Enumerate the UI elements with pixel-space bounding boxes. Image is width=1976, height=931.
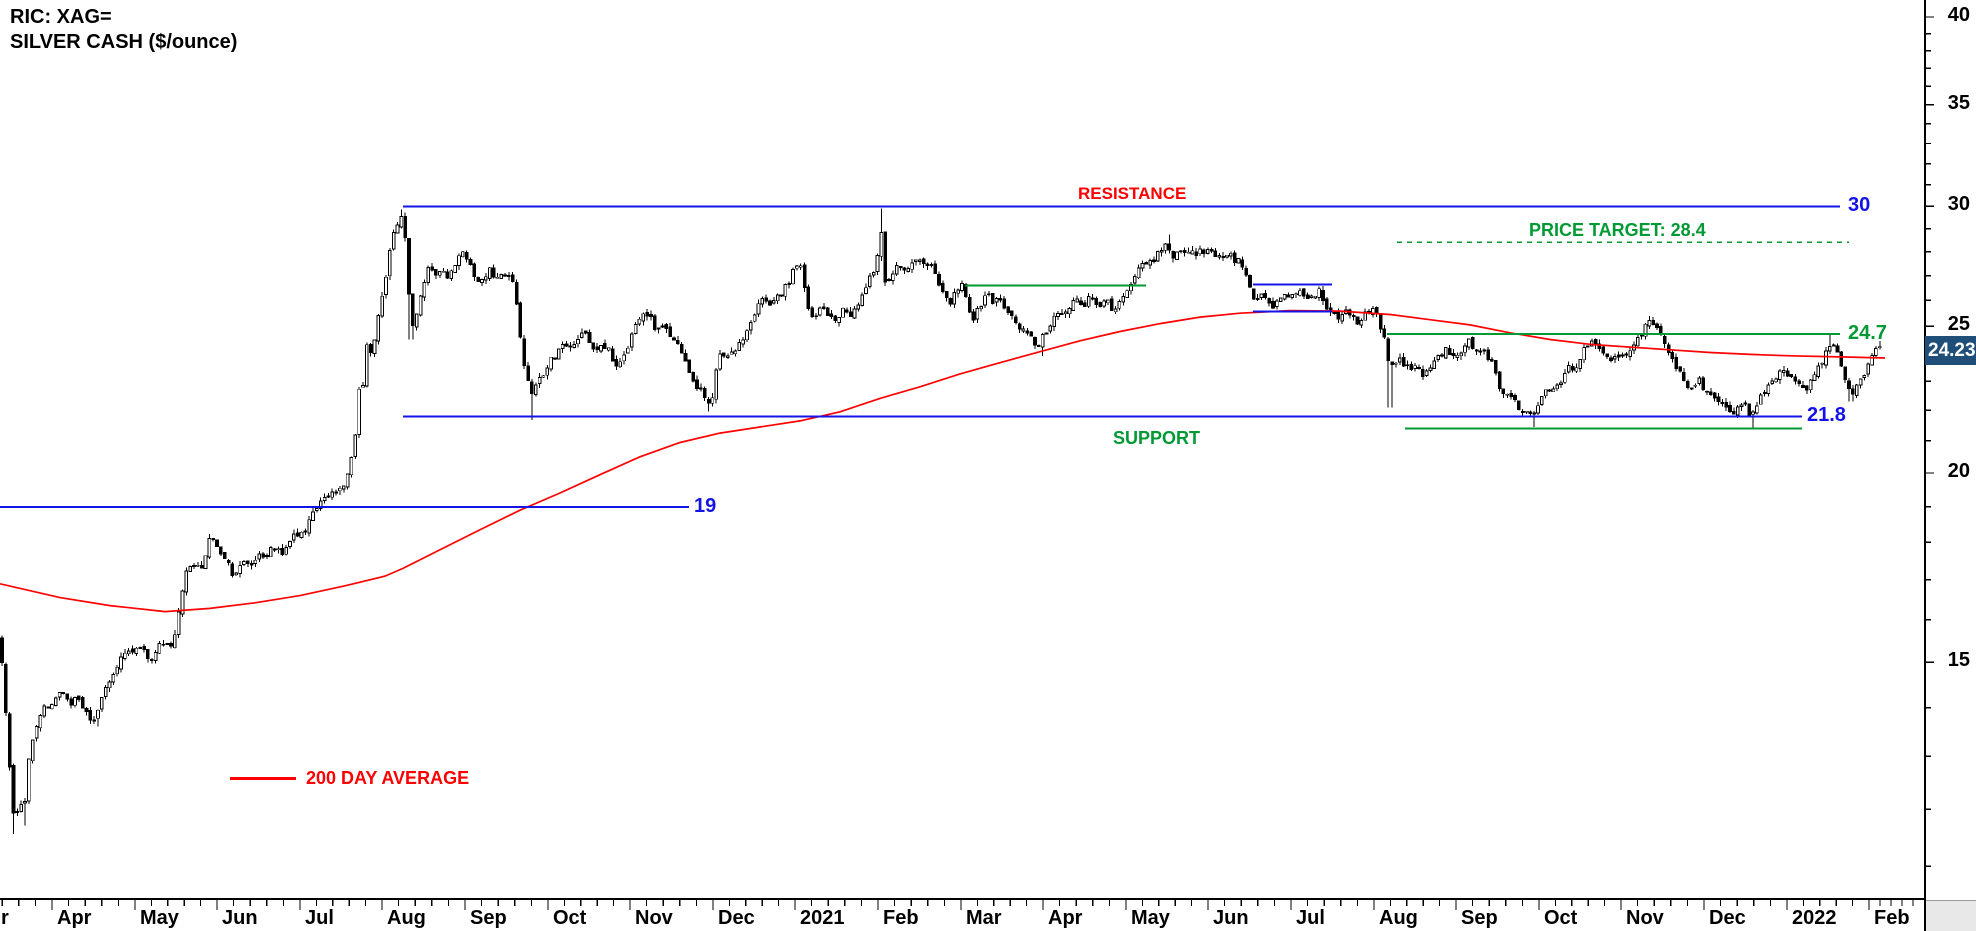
level-label-support-19: 19	[694, 495, 717, 517]
x-axis-month-label: Feb	[1874, 907, 1910, 929]
y-axis-label: 20	[1947, 460, 1970, 482]
x-axis-month-label: Sep	[1461, 907, 1498, 929]
resistance-label: RESISTANCE	[1078, 184, 1187, 203]
x-axis-month-label: Jun	[222, 907, 258, 929]
x-axis-month-label: Nov	[635, 907, 673, 929]
x-axis-month-label: Nov	[1626, 907, 1664, 929]
price-target-label: PRICE TARGET: 28.4	[1529, 220, 1706, 240]
x-axis-month-label: Oct	[1544, 907, 1578, 929]
level-label-support-21.8: 21.8	[1807, 404, 1846, 426]
x-axis-month-label: Sep	[470, 907, 507, 929]
level-label-resistance-30: 30	[1848, 194, 1871, 216]
x-axis-month-label: Dec	[718, 907, 755, 929]
x-axis-month-label: r	[1, 907, 9, 929]
x-axis-month-label: Aug	[387, 907, 426, 929]
y-axis-label: 25	[1947, 313, 1970, 336]
x-axis-month-label: Aug	[1379, 907, 1418, 929]
current-price-tag: 24.23	[1925, 336, 1976, 365]
x-axis-month-label: 2021	[800, 907, 845, 929]
ma-200-line	[0, 309, 1886, 613]
ma-legend-label: 200 DAY AVERAGE	[306, 768, 470, 788]
x-axis-month-label: May	[140, 907, 179, 929]
axis-corner	[1926, 900, 1976, 931]
x-axis-month-label: Dec	[1709, 907, 1746, 929]
y-axis-label: 30	[1947, 193, 1970, 216]
ric-code: RIC: XAG=	[10, 6, 112, 28]
chart-title: RIC: XAG= SILVER CASH ($/ounce)	[10, 6, 237, 56]
x-axis-month-label: May	[1131, 907, 1170, 929]
x-axis-month-label: Jul	[1296, 907, 1325, 929]
axes	[0, 0, 1934, 931]
x-axis-month-label: Mar	[966, 907, 1002, 929]
x-axis-month-label: Apr	[57, 907, 92, 929]
support-label: SUPPORT	[1113, 428, 1201, 448]
instrument-name: SILVER CASH ($/ounce)	[10, 31, 238, 53]
x-axis-month-label: Feb	[883, 907, 919, 929]
x-axis-month-label: Oct	[553, 907, 587, 929]
y-axis-label: 40	[1947, 3, 1970, 26]
y-axis-label: 35	[1947, 91, 1970, 114]
level-label-resistance-24.7: 24.7	[1848, 322, 1887, 344]
x-axis-month-label: Jun	[1213, 907, 1249, 929]
x-axis-month-label: 2022	[1792, 907, 1837, 929]
candlestick-series	[0, 208, 1882, 835]
ma-legend-line-sample	[230, 777, 296, 780]
x-axis-month-label: Jul	[305, 907, 334, 929]
y-axis-label: 15	[1947, 649, 1970, 672]
x-axis-month-label: Apr	[1048, 907, 1083, 929]
current-price-value: 24.23	[1928, 340, 1976, 361]
